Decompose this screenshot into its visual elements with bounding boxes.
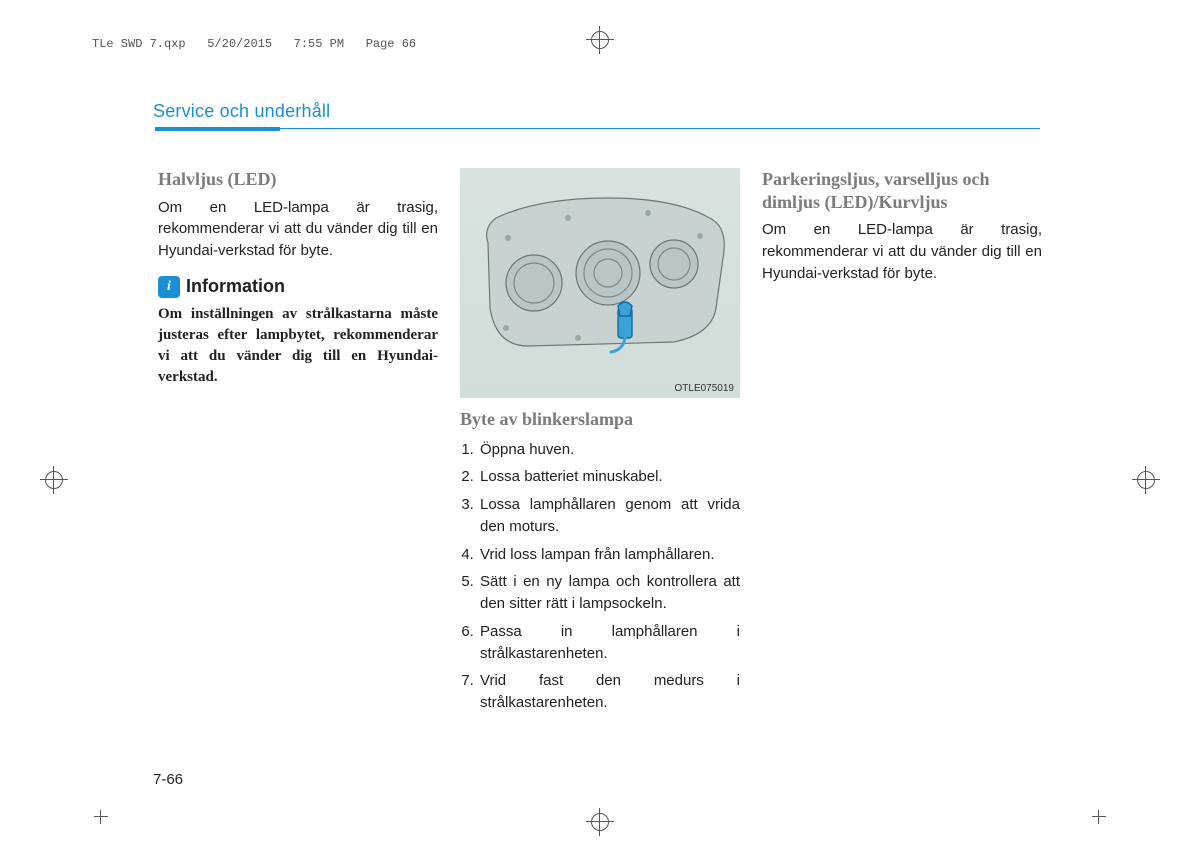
section-title: Service och underhåll bbox=[153, 102, 330, 120]
meta-time: 7:55 PM bbox=[294, 37, 344, 51]
crop-mark-icon bbox=[94, 810, 108, 824]
meta-date: 5/20/2015 bbox=[207, 37, 272, 51]
title-underline bbox=[155, 128, 1040, 129]
registration-mark-icon bbox=[586, 26, 614, 54]
information-header: i Information bbox=[158, 276, 438, 298]
step-item: Öppna huven. bbox=[478, 439, 740, 461]
page-number: 7-66 bbox=[153, 771, 183, 788]
meta-filename: TLe SWD 7.qxp bbox=[92, 37, 186, 51]
step-item: Vrid fast den medurs i strålkastarenhete… bbox=[478, 670, 740, 714]
registration-mark-icon bbox=[1132, 466, 1160, 494]
right-body: Om en LED-lampa är trasig, rekommenderar… bbox=[762, 219, 1042, 284]
middle-heading: Byte av blinkerslampa bbox=[460, 408, 740, 431]
crop-mark-icon bbox=[1092, 810, 1106, 824]
right-heading: Parkeringsljus, varselljus och dimljus (… bbox=[762, 168, 1042, 213]
left-heading: Halvljus (LED) bbox=[158, 168, 438, 191]
meta-page: Page 66 bbox=[366, 37, 416, 51]
document-meta: TLe SWD 7.qxp 5/20/2015 7:55 PM Page 66 bbox=[92, 37, 416, 51]
step-item: Sätt i en ny lampa och kontrollera att d… bbox=[478, 571, 740, 615]
steps-list: Öppna huven. Lossa batteriet minuskabel.… bbox=[460, 439, 740, 714]
headlight-figure: OTLE075019 bbox=[460, 168, 740, 398]
step-item: Lossa lamphållaren genom att vrida den m… bbox=[478, 494, 740, 538]
information-icon: i bbox=[158, 276, 180, 298]
content-columns: Halvljus (LED) Om en LED-lampa är trasig… bbox=[158, 168, 1042, 720]
right-column: Parkeringsljus, varselljus och dimljus (… bbox=[762, 168, 1042, 720]
page: TLe SWD 7.qxp 5/20/2015 7:55 PM Page 66 … bbox=[0, 0, 1200, 848]
information-label: Information bbox=[186, 276, 285, 297]
step-item: Lossa batteriet minuskabel. bbox=[478, 466, 740, 488]
left-body: Om en LED-lampa är trasig, rekommenderar… bbox=[158, 197, 438, 262]
step-item: Passa in lamphållaren i strålkastarenhet… bbox=[478, 621, 740, 665]
registration-mark-icon bbox=[40, 466, 68, 494]
step-item: Vrid loss lampan från lamphållaren. bbox=[478, 544, 740, 566]
left-column: Halvljus (LED) Om en LED-lampa är trasig… bbox=[158, 168, 438, 720]
middle-column: OTLE075019 Byte av blinkerslampa Öppna h… bbox=[460, 168, 740, 720]
headlight-diagram-icon bbox=[468, 188, 732, 368]
registration-mark-icon bbox=[586, 808, 614, 836]
information-body: Om inställningen av strålkastarna måste … bbox=[158, 304, 438, 388]
figure-code: OTLE075019 bbox=[675, 383, 735, 394]
